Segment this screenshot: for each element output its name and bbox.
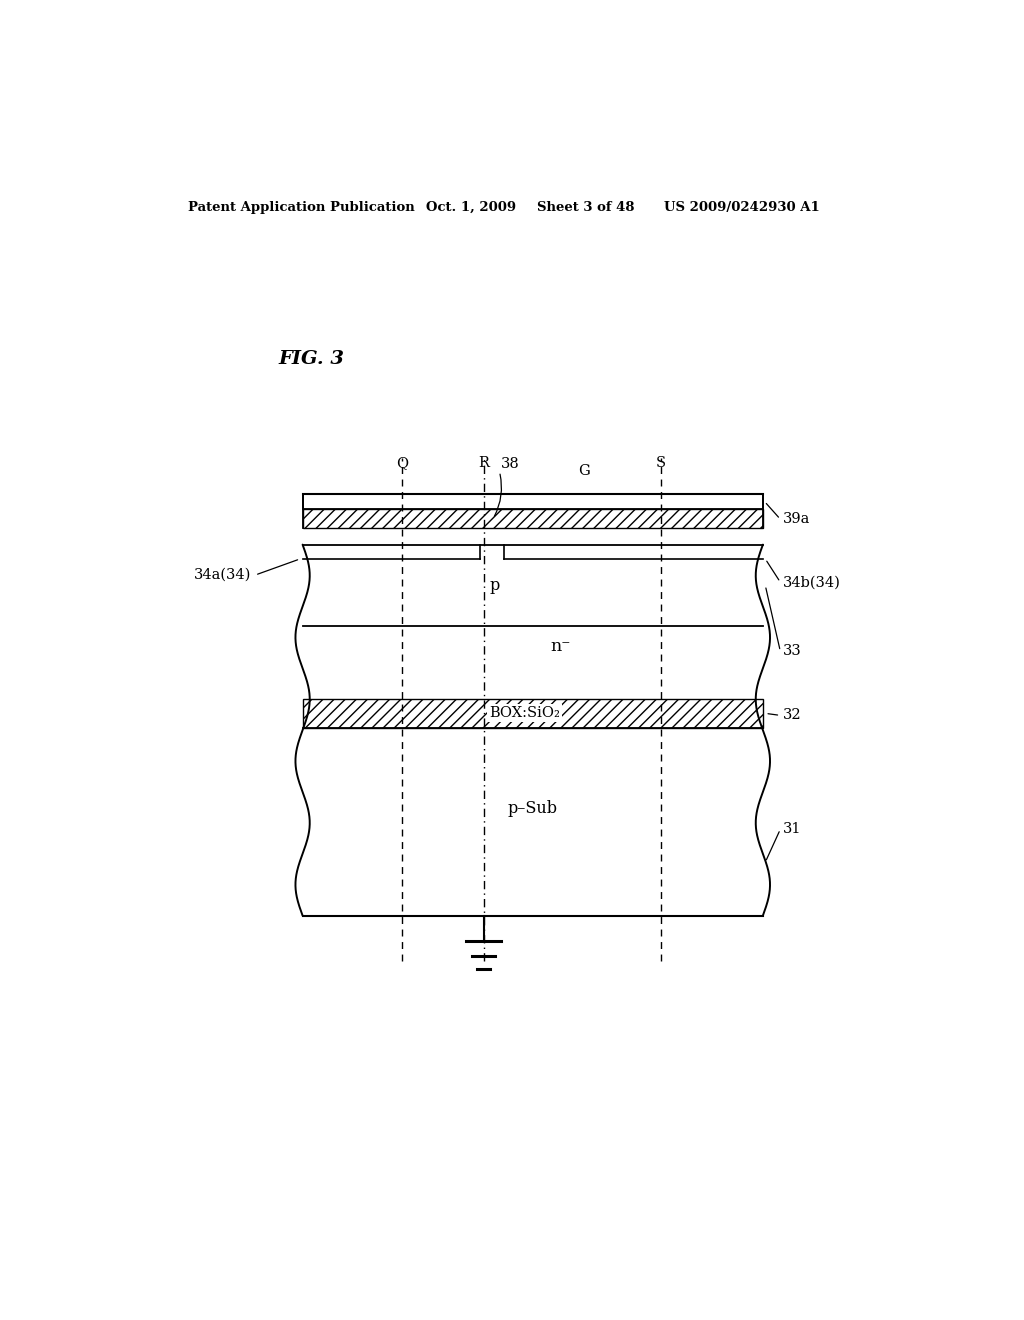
Text: n⁻: n⁻ (550, 638, 570, 655)
Text: 33: 33 (782, 644, 802, 659)
Text: 38: 38 (501, 458, 520, 471)
Text: 34b(34): 34b(34) (782, 576, 841, 589)
Text: Sheet 3 of 48: Sheet 3 of 48 (537, 201, 634, 214)
Text: p: p (489, 577, 500, 594)
Bar (303, 510, 763, 528)
Text: p–Sub: p–Sub (508, 800, 558, 817)
Text: G: G (579, 465, 590, 478)
Text: 32: 32 (782, 709, 802, 722)
Text: R: R (478, 457, 489, 470)
Bar (303, 700, 763, 727)
Text: S: S (656, 457, 667, 470)
Text: Oct. 1, 2009: Oct. 1, 2009 (426, 201, 516, 214)
Text: Patent Application Publication: Patent Application Publication (187, 201, 415, 214)
Text: FIG. 3: FIG. 3 (279, 350, 345, 368)
Text: 34a(34): 34a(34) (194, 568, 251, 582)
Bar (303, 494, 763, 510)
Text: Q: Q (395, 457, 408, 470)
Bar (303, 727, 763, 916)
Text: US 2009/0242930 A1: US 2009/0242930 A1 (664, 201, 819, 214)
Text: 31: 31 (782, 822, 801, 837)
Text: 39a: 39a (782, 512, 810, 527)
Text: BOX:SiO₂: BOX:SiO₂ (489, 706, 560, 721)
